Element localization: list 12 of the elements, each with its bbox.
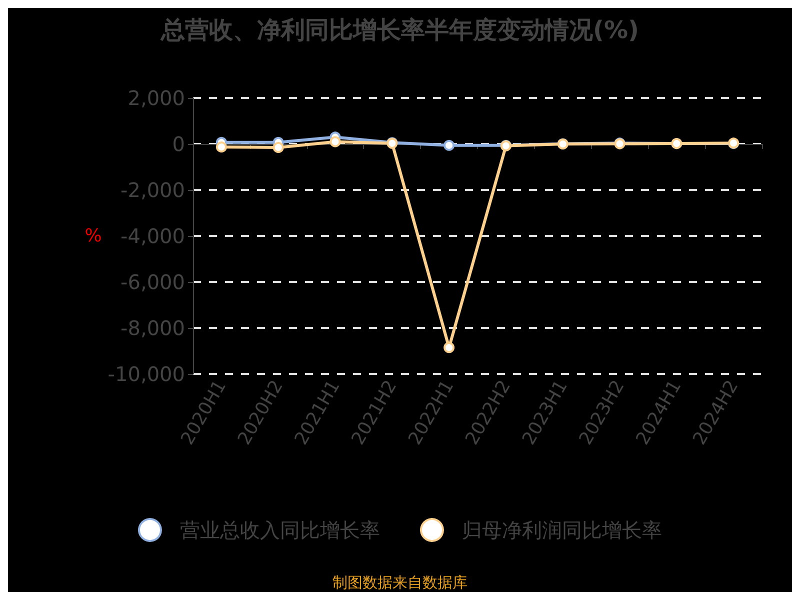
chart-title: 总营收、净利同比增长率半年度变动情况(%) [160,16,639,44]
y-axis-title: % [84,226,102,246]
y-tick-label: -4,000 [120,224,185,248]
y-tick-label: -10,000 [108,362,185,386]
legend-label: 营业总收入同比增长率 [180,518,380,542]
y-tick-label: -2,000 [120,178,185,202]
y-tick-label: -8,000 [120,316,185,340]
text: 制图数据来自数据库 [332,574,468,592]
y-tick-label: 2,000 [128,86,185,110]
legend-label: 归母净利润同比增长率 [462,518,662,542]
y-tick-label: 0 [172,132,185,156]
y-tick-label: -6,000 [120,270,185,294]
